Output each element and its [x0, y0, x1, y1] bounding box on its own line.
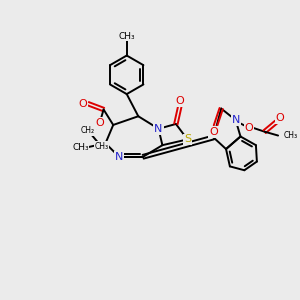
Text: CH₂: CH₂ — [81, 126, 95, 135]
Text: CH₃: CH₃ — [72, 142, 89, 152]
Text: CH₃: CH₃ — [94, 142, 109, 151]
Text: O: O — [245, 123, 254, 133]
Text: N: N — [115, 152, 123, 162]
Text: CH₃: CH₃ — [118, 32, 135, 41]
Text: CH₃: CH₃ — [284, 131, 298, 140]
Text: N: N — [232, 115, 240, 125]
Text: O: O — [276, 113, 284, 123]
Text: O: O — [209, 127, 218, 137]
Text: O: O — [176, 96, 184, 106]
Text: O: O — [95, 118, 104, 128]
Text: N: N — [154, 124, 163, 134]
Text: O: O — [78, 99, 87, 109]
Text: S: S — [184, 134, 191, 144]
